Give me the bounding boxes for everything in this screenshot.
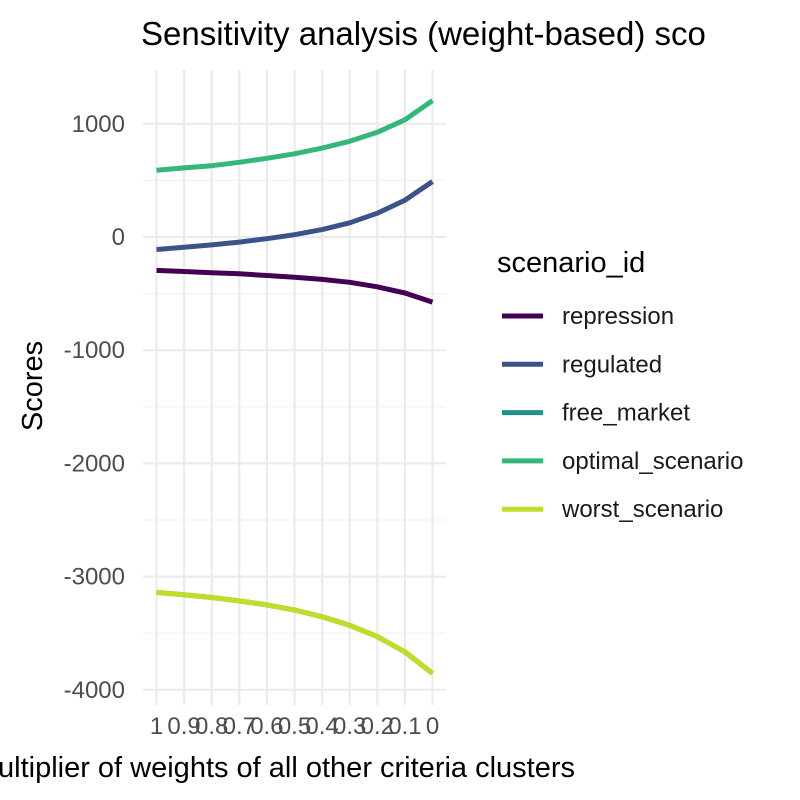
- series-line-worst-scenario: [156, 589, 435, 676]
- series-line-optimal-scenario: [156, 98, 434, 173]
- legend-label-optimal-scenario: optimal_scenario: [562, 448, 743, 475]
- x-tick-label: 0.7: [223, 713, 256, 740]
- y-tick-label: -3000: [64, 564, 125, 591]
- x-tick-label: 0.6: [250, 713, 283, 740]
- x-tick-label: 0.3: [333, 713, 366, 740]
- x-tick-label: 0.9: [167, 713, 200, 740]
- x-tick-label: 0.5: [278, 713, 311, 740]
- x-tick-label: 1: [150, 713, 163, 740]
- x-tick-label: 0.4: [305, 713, 338, 740]
- series-lines: [156, 98, 435, 676]
- y-tick-label: 0: [112, 224, 125, 251]
- y-tick-label: -2000: [64, 450, 125, 477]
- legend-title: scenario_id: [497, 247, 645, 279]
- series-line-repression: [156, 267, 434, 305]
- x-tick-label: 0.2: [361, 713, 394, 740]
- y-tick-label: 1000: [72, 111, 125, 138]
- x-tick-label: 0: [426, 713, 439, 740]
- legend-label-free-market: free_market: [562, 400, 690, 427]
- x-tick-label: 0.1: [388, 713, 421, 740]
- legend-label-regulated: regulated: [562, 351, 662, 378]
- chart-title: Sensitivity analysis (weight-based) sco: [141, 15, 706, 52]
- legend-label-repression: repression: [562, 303, 674, 330]
- y-tick-label: -4000: [64, 677, 125, 704]
- y-tick-label: -1000: [64, 337, 125, 364]
- series-line-regulated: [156, 179, 434, 252]
- x-axis-ticks: 1 0.90.80.70.60.50.40.30.20.1 0: [150, 713, 439, 740]
- x-tick-label: 0.8: [195, 713, 228, 740]
- legend: scenario_id repression regulated free_mark…: [497, 247, 743, 523]
- x-axis-title: ultiplier of weights of all other criter…: [0, 752, 575, 784]
- legend-label-worst-scenario: worst_scenario: [561, 496, 723, 523]
- y-axis-ticks: 1000 0 -1000 -2000 -3000 -4000: [64, 111, 125, 704]
- y-axis-title: Scores: [17, 341, 49, 431]
